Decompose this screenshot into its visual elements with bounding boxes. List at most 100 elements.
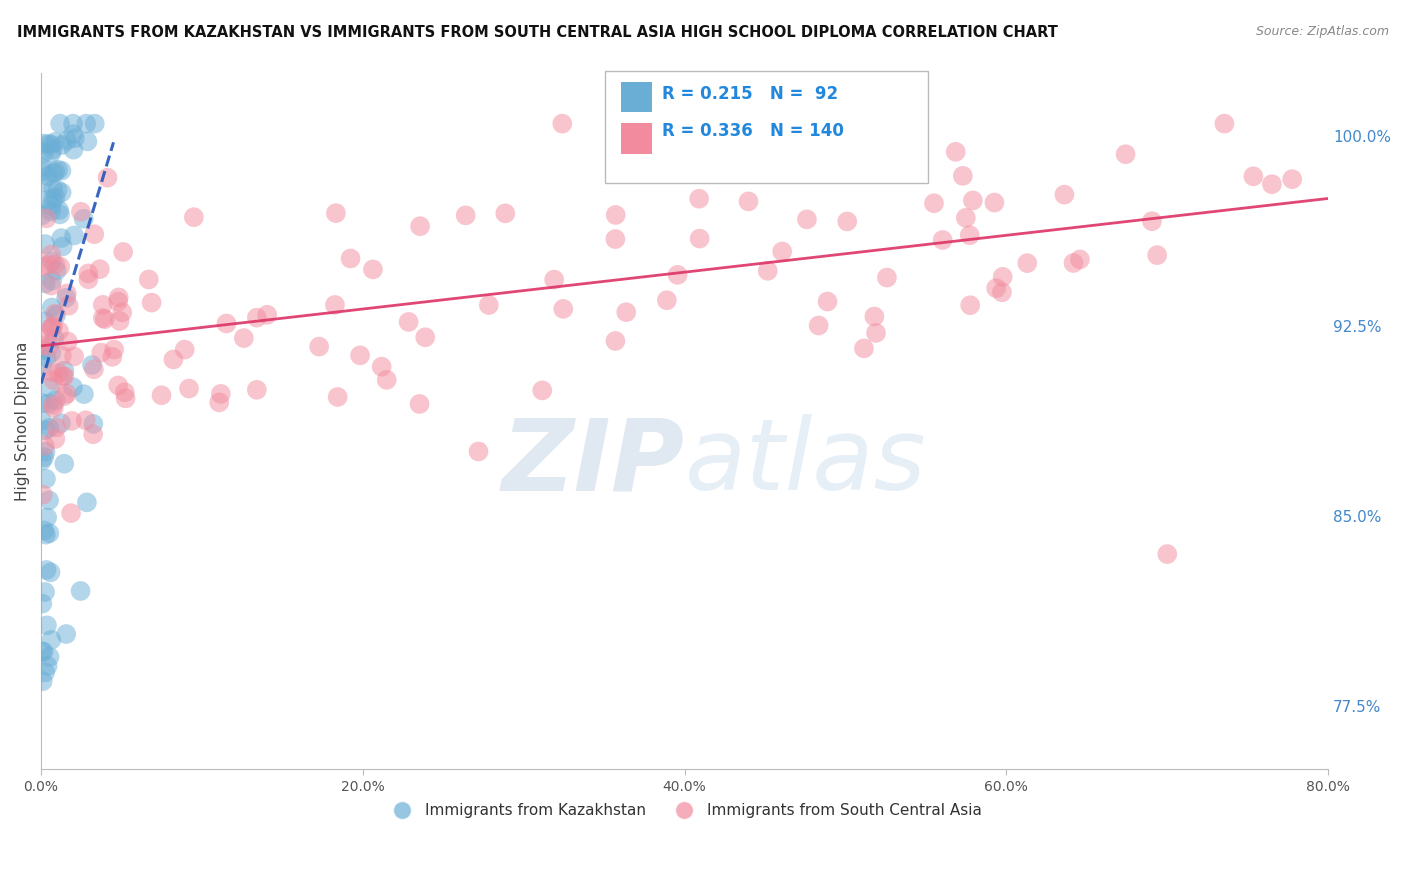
Point [876,270,898,285]
Point [31,644,53,658]
Point [48,366,70,380]
Point [62,143,84,157]
Point [232,331,254,345]
Point [44,432,66,446]
Point [37,396,59,410]
Point [34,585,56,599]
Point [846,117,869,131]
Point [55,627,77,641]
Point [75,117,97,131]
Point [1053,187,1076,202]
Point [60,414,83,428]
Point [45,308,67,322]
Point [183,210,205,224]
Point [246,310,269,325]
Point [852,342,875,356]
Point [991,269,1014,284]
Point [32,524,55,538]
Point [209,387,232,401]
Point [39,566,62,580]
Y-axis label: High School Diploma: High School Diploma [15,342,30,500]
Point [44,135,66,149]
Point [959,228,981,243]
Point [31,338,53,352]
Point [755,117,778,131]
Point [807,318,830,333]
Point [101,350,124,364]
Text: Source: ZipAtlas.com: Source: ZipAtlas.com [1256,25,1389,38]
Point [863,310,886,324]
Point [208,395,231,409]
Point [35,211,58,226]
Point [1069,252,1091,267]
Point [614,305,637,319]
Point [1140,214,1163,228]
Point [45,393,67,408]
Point [31,160,53,174]
Point [215,317,238,331]
Point [45,420,67,434]
Point [173,343,195,357]
Point [49,207,72,221]
Point [48,324,70,338]
Point [553,301,575,316]
Point [737,194,759,209]
Point [325,206,347,220]
Point [256,308,278,322]
Point [80,358,103,372]
Point [111,305,134,319]
Point [959,298,981,312]
Point [96,170,118,185]
Point [666,268,689,282]
Point [58,299,80,313]
Point [370,359,392,374]
Point [42,398,65,412]
Point [44,307,66,321]
Point [1017,256,1039,270]
Point [1213,117,1236,131]
Point [44,165,66,179]
Point [114,392,136,406]
Point [349,348,371,362]
Point [83,117,105,131]
Point [31,674,53,689]
Point [150,388,173,402]
Point [41,301,63,315]
Point [112,244,135,259]
Point [34,439,56,453]
Point [655,293,678,308]
Legend: Immigrants from Kazakhstan, Immigrants from South Central Asia: Immigrants from Kazakhstan, Immigrants f… [381,797,988,824]
Point [69,584,91,599]
Point [34,444,56,458]
Point [246,383,269,397]
Point [45,263,67,277]
Point [62,127,84,141]
Point [31,453,53,467]
Point [90,345,112,359]
Point [76,495,98,509]
Point [72,211,94,226]
Point [605,208,627,222]
Point [82,427,104,442]
Point [52,239,75,253]
Point [53,457,76,471]
Point [51,138,73,153]
Point [31,208,53,222]
Point [31,164,53,178]
Point [983,195,1005,210]
Point [52,369,75,384]
Point [339,252,361,266]
Point [38,493,60,508]
Point [37,193,59,207]
Point [756,264,779,278]
Text: R = 0.336   N = 140: R = 0.336 N = 140 [662,122,844,140]
Point [42,182,65,196]
Text: R = 0.215   N =  92: R = 0.215 N = 92 [662,85,838,103]
Point [31,414,53,428]
Point [962,194,984,208]
Point [38,136,60,151]
Point [31,488,53,502]
Point [41,365,63,379]
Point [46,183,69,197]
Point [38,340,60,354]
